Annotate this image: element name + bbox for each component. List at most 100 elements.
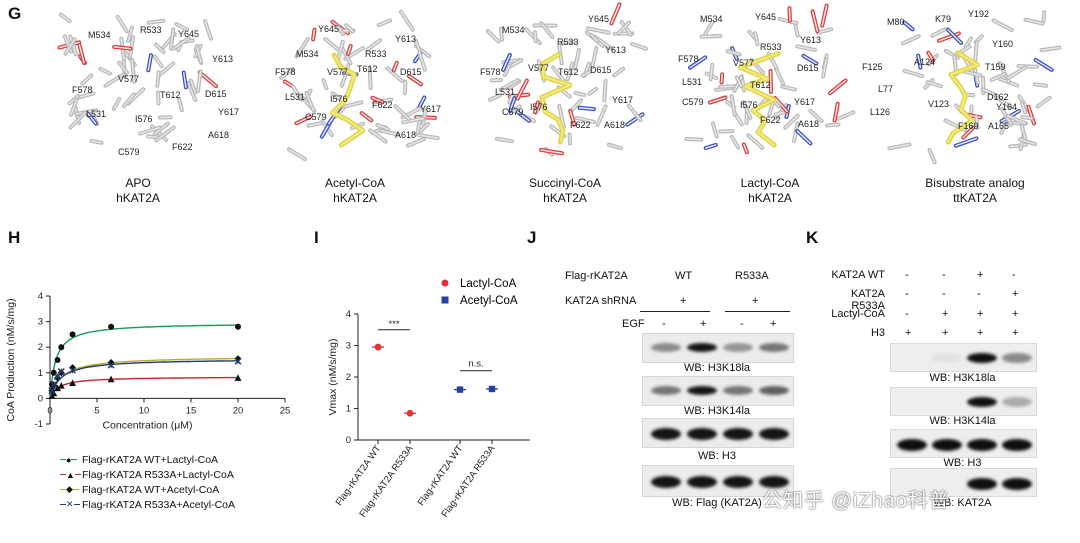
vmax-point [488,385,496,393]
blot-band [897,438,927,451]
bond-highlight [774,97,788,113]
bond-highlight [975,115,979,129]
bond-highlight [1000,123,1007,134]
bond-highlight [408,75,422,86]
bond-highlight [1017,65,1039,68]
residue-label: F622 [172,142,193,152]
bond-highlight [1036,96,1051,108]
x-tick-label: 5 [94,405,99,416]
residue-label: T612 [160,90,181,100]
bond-highlight [928,149,936,164]
residue-label: Y645 [755,12,776,22]
blot-caption: WB: H3K18la [683,362,751,374]
blot-band [723,343,753,352]
watermark-text: 公知乎 @iZhao科普 [762,490,950,512]
residue-label: C579 [118,147,140,157]
row-label: EGF [622,318,645,330]
bond-highlight [489,94,501,101]
bond-highlight [903,21,914,31]
panel-label-h: H [8,228,21,247]
bond-highlight [170,28,174,50]
bond-highlight [1007,66,1027,79]
bond-highlight [377,19,391,26]
legend-symbol: ◆ [60,484,82,495]
residue-label: Y617 [420,104,441,114]
structure-model-4: M534 Y645 Y613 R533 F578 V577 D615 L531 T612 C579… [678,3,856,155]
structure-caption: Succinyl-CoA hKAT2A [495,176,635,206]
bond-highlight [534,31,537,42]
bond-highlight [360,112,372,122]
structure-caption: Bisubstrate analog ttKAT2A [905,176,1045,206]
legend-marker [441,296,449,304]
residue-label: Y617 [612,95,633,105]
bond-highlight [131,59,136,83]
bond-highlight [158,62,174,76]
bond-highlight [284,80,293,87]
x-axis-title: Concentration (μM) [102,419,192,431]
residue-label: A618 [395,130,416,140]
residue-label: D615 [797,63,819,73]
bond-highlight [720,73,723,84]
structure-caption-line2: hKAT2A [116,191,160,205]
ligand-highlight [738,52,779,146]
structure-caption-line1: Bisubstrate analog [925,176,1025,190]
bond-highlight [794,24,799,37]
bond-highlight [345,24,354,33]
bond-highlight [342,101,363,108]
bond-highlight [990,73,1006,81]
bond-highlight [322,79,328,89]
residue-label: Y613 [212,54,233,64]
residue-label: F578 [275,67,296,77]
bond-highlight [69,111,87,129]
bond-highlight [156,71,160,87]
residue-label: L531 [495,87,515,97]
ligand-highlight [540,53,573,143]
blot-band [651,386,681,395]
legend-label: Acetyl-CoA [460,295,518,307]
bond-highlight [712,122,718,138]
bond-highlight [336,24,344,35]
y-tick-label: 3 [346,341,351,352]
treatment-mark: - [977,288,981,300]
x-tick-label: 20 [233,405,244,416]
blot-band [687,476,717,488]
data-point [58,344,65,351]
bond-highlight [78,42,85,64]
treatment-mark: - [662,318,666,330]
bond-highlight [963,70,982,77]
bond-highlight [591,47,598,69]
y-tick-label: 4 [346,309,351,320]
blot-band [967,396,997,407]
bond-highlight [709,64,714,81]
residue-label: C579 [305,112,327,122]
residue-label: Y617 [218,107,239,117]
bond-highlight [288,148,306,160]
residue-label: A618 [604,120,625,130]
treatment-mark: + [905,327,912,339]
bond-highlight [802,55,817,65]
bond-highlight [187,82,197,101]
bond-highlight [393,62,398,72]
treatment-mark: + [1012,288,1019,300]
bond-highlight [964,37,972,48]
residue-label: Y613 [605,45,626,55]
treatment-mark: + [770,318,777,330]
bond-highlight [927,81,942,88]
bond-highlight [743,143,748,153]
bond-highlight [1021,116,1033,120]
bond-highlight [127,26,133,42]
bond-highlight [788,7,791,22]
blot-caption: WB: KAT2A [933,497,992,509]
legend-label: Lactyl-CoA [460,278,517,290]
bond-highlight [927,51,934,62]
blot-band [723,476,753,488]
blot-caption: WB: H3K18la [929,372,996,384]
panel-label-g: G [8,4,22,23]
row-label: KAT2A shRNA [565,295,637,307]
vmax-point [406,409,414,417]
treatment-mark: + [680,295,687,307]
bond-highlight [376,124,389,130]
bond-highlight [500,27,503,41]
structure-caption-line2: ttKAT2A [953,191,997,205]
bond-highlight [994,96,1012,108]
